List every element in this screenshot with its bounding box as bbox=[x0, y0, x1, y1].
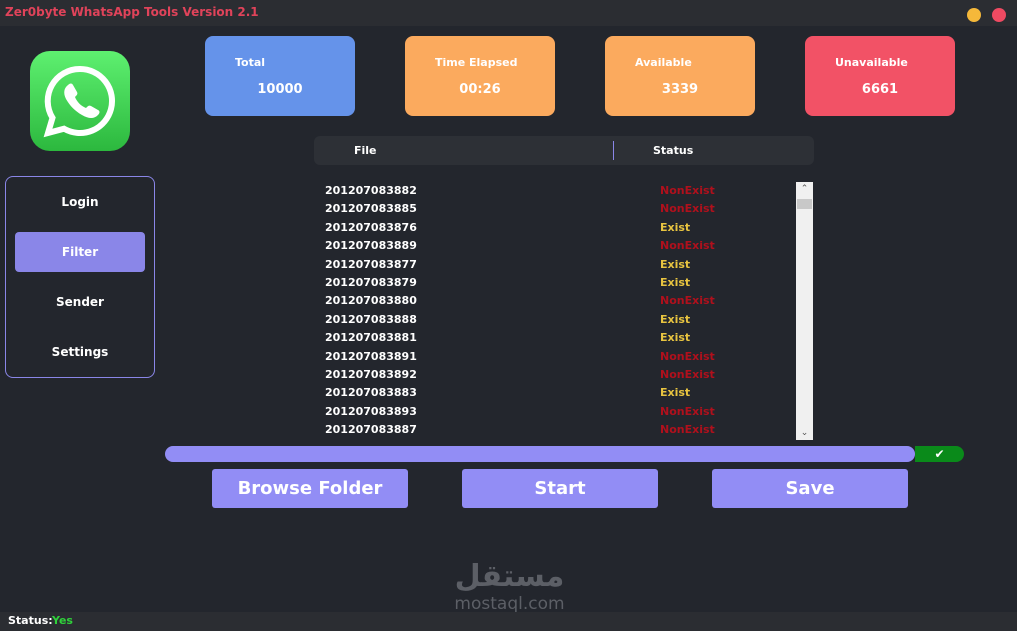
table-row[interactable]: 201207083883 Exist bbox=[325, 384, 795, 402]
scrollbar-thumb[interactable] bbox=[797, 199, 812, 209]
file-cell: 201207083887 bbox=[325, 423, 417, 437]
status-cell: NonExist bbox=[660, 184, 715, 197]
column-header-status[interactable]: Status bbox=[653, 144, 694, 157]
stat-value: 00:26 bbox=[459, 82, 501, 97]
watermark-arabic: مستقل bbox=[454, 559, 565, 594]
table-row[interactable]: 201207083892 NonExist bbox=[325, 366, 795, 384]
status-cell: Exist bbox=[660, 257, 691, 271]
status-cell: NonExist bbox=[660, 349, 715, 363]
file-cell: 201207083893 bbox=[325, 404, 417, 418]
title-bar: Zer0byte WhatsApp Tools Version 2.1 bbox=[0, 0, 1017, 26]
column-divider[interactable] bbox=[613, 141, 614, 160]
progress-fill bbox=[165, 446, 915, 462]
status-value: Yes bbox=[52, 614, 73, 627]
close-button[interactable] bbox=[992, 8, 1006, 22]
file-cell: 201207083889 bbox=[325, 239, 417, 253]
stat-label: Available bbox=[635, 56, 692, 69]
stat-value: 10000 bbox=[257, 82, 303, 97]
table-row[interactable]: 201207083889 NonExist bbox=[325, 237, 795, 255]
window-title: Zer0byte WhatsApp Tools Version 2.1 bbox=[5, 5, 259, 19]
sidebar-item-sender[interactable]: Sender bbox=[56, 295, 104, 309]
status-bar: Status: Yes bbox=[0, 612, 1017, 631]
table-row[interactable]: 201207083879 Exist bbox=[325, 274, 795, 292]
browse-folder-button[interactable]: Browse Folder bbox=[212, 469, 408, 508]
results-list: 201207083882 NonExist 201207083885 NonExist… bbox=[325, 182, 795, 439]
whatsapp-icon bbox=[43, 65, 115, 138]
status-cell: NonExist bbox=[660, 239, 715, 253]
watermark-latin: mostaql.com bbox=[454, 594, 565, 614]
table-header: File Status bbox=[314, 136, 814, 165]
file-cell: 201207083879 bbox=[325, 275, 417, 289]
whatsapp-logo bbox=[30, 51, 130, 151]
save-button[interactable]: Save bbox=[712, 469, 908, 508]
stat-label: Total bbox=[235, 56, 266, 69]
status-cell: NonExist bbox=[660, 202, 715, 216]
sidebar-item-login[interactable]: Login bbox=[61, 195, 99, 209]
file-cell: 201207083892 bbox=[325, 367, 417, 381]
column-header-file[interactable]: File bbox=[354, 144, 377, 157]
stat-value: 3339 bbox=[661, 82, 699, 97]
status-cell: NonExist bbox=[660, 367, 715, 381]
stat-card-time-elapsed: Time Elapsed 00:26 bbox=[405, 36, 555, 116]
table-row[interactable]: 201207083891 NonExist bbox=[325, 348, 795, 366]
file-cell: 201207083876 bbox=[325, 220, 417, 234]
stat-label: Unavailable bbox=[835, 56, 908, 69]
sidebar-item-filter[interactable]: Filter bbox=[15, 232, 145, 272]
sidebar-item-settings[interactable]: Settings bbox=[51, 345, 109, 359]
status-cell: Exist bbox=[660, 331, 691, 345]
status-cell: Exist bbox=[660, 220, 691, 234]
status-cell: NonExist bbox=[660, 294, 715, 308]
status-cell: Exist bbox=[660, 275, 691, 289]
file-cell: 201207083881 bbox=[325, 331, 417, 345]
file-cell: 201207083883 bbox=[325, 386, 417, 400]
status-cell: NonExist bbox=[660, 423, 715, 437]
file-cell: 201207083880 bbox=[325, 294, 417, 308]
file-cell: 201207083888 bbox=[325, 312, 417, 326]
scroll-down-icon[interactable]: ⌄ bbox=[800, 428, 809, 438]
status-cell: Exist bbox=[660, 386, 691, 400]
table-row[interactable]: 201207083893 NonExist bbox=[325, 403, 795, 421]
file-cell: 201207083891 bbox=[325, 349, 417, 363]
stat-value: 6661 bbox=[861, 82, 899, 97]
stat-card-total: Total 10000 bbox=[205, 36, 355, 116]
table-row[interactable]: 201207083885 NonExist bbox=[325, 200, 795, 218]
table-row[interactable]: 201207083888 Exist bbox=[325, 311, 795, 329]
minimize-button[interactable] bbox=[967, 8, 981, 22]
status-cell: Exist bbox=[660, 312, 691, 326]
table-row[interactable]: 201207083887 NonExist bbox=[325, 421, 795, 439]
status-label: Status: bbox=[8, 614, 53, 627]
stat-label: Time Elapsed bbox=[435, 56, 518, 69]
scroll-up-icon[interactable]: ⌃ bbox=[800, 184, 809, 194]
progress-bar bbox=[165, 446, 915, 462]
check-icon: ✔ bbox=[915, 446, 964, 462]
table-row[interactable]: 201207083880 NonExist bbox=[325, 292, 795, 310]
start-button[interactable]: Start bbox=[462, 469, 658, 508]
scrollbar[interactable]: ⌃ ⌄ bbox=[796, 182, 813, 440]
status-cell: NonExist bbox=[660, 404, 715, 418]
watermark: مستقل mostaql.com bbox=[447, 559, 572, 615]
table-row[interactable]: 201207083876 Exist bbox=[325, 219, 795, 237]
file-cell: 201207083885 bbox=[325, 202, 417, 216]
table-row[interactable]: 201207083882 NonExist bbox=[325, 182, 795, 200]
stat-card-unavailable: Unavailable 6661 bbox=[805, 36, 955, 116]
table-row[interactable]: 201207083877 Exist bbox=[325, 256, 795, 274]
sidebar-nav: Login Filter Sender Settings bbox=[5, 176, 155, 378]
file-cell: 201207083877 bbox=[325, 257, 417, 271]
table-row[interactable]: 201207083881 Exist bbox=[325, 329, 795, 347]
file-cell: 201207083882 bbox=[325, 184, 417, 197]
stat-card-available: Available 3339 bbox=[605, 36, 755, 116]
